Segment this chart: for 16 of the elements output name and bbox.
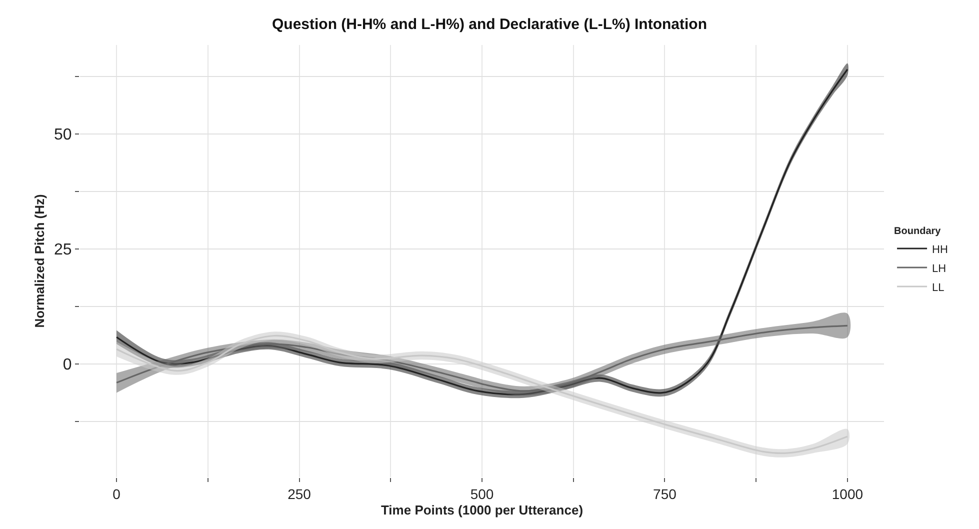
x-tick-label: 250 bbox=[288, 486, 312, 502]
x-tick-label: 0 bbox=[112, 486, 121, 502]
chart-title: Question (H-H% and L-H%) and Declarative (L-L%) Intonation bbox=[272, 16, 708, 34]
y-tick-label: 50 bbox=[54, 126, 72, 144]
x-tick-label: 1000 bbox=[832, 486, 864, 502]
y-tick-label: 0 bbox=[62, 356, 72, 374]
x-tick-label: 750 bbox=[653, 486, 677, 502]
x-axis-title: Time Points (1000 per Utterance) bbox=[380, 502, 584, 518]
line-series bbox=[116, 324, 848, 392]
y-tick-label: 25 bbox=[54, 241, 72, 258]
legend-title: Boundary bbox=[894, 226, 942, 237]
legend-label: LL bbox=[932, 282, 944, 294]
x-tick-label: 500 bbox=[470, 486, 494, 502]
y-axis-title: Normalized Pitch (Hz) bbox=[32, 194, 47, 328]
legend-label: LH bbox=[932, 262, 946, 275]
legend-label: HH bbox=[932, 244, 948, 256]
